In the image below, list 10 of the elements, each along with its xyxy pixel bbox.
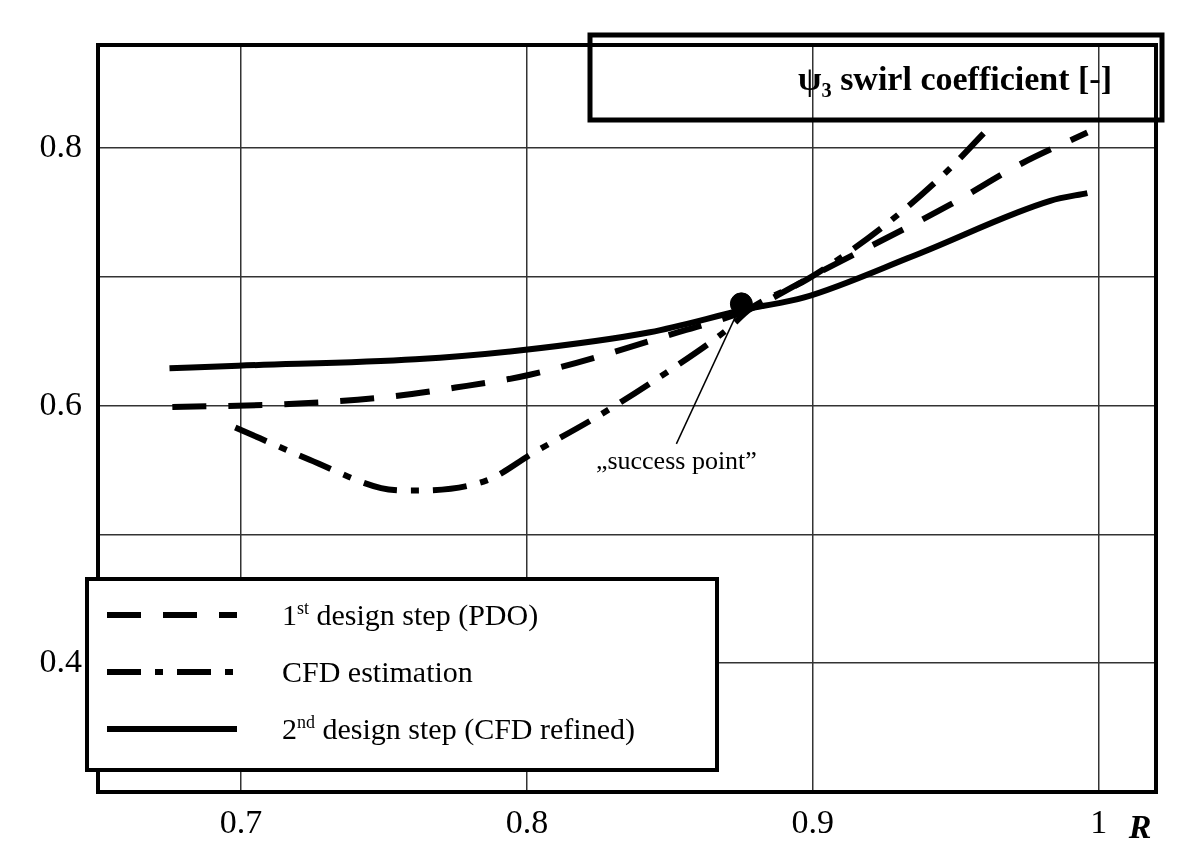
x-axis-title: R — [1127, 808, 1152, 845]
y-tick-label: 0.8 — [39, 126, 82, 164]
legend-label: CFD estimation — [282, 655, 473, 688]
x-tick-label: 1 — [1090, 803, 1108, 841]
x-tick-label: 0.7 — [219, 803, 263, 841]
x-tick-label: 0.8 — [505, 803, 549, 841]
annotation: „success point” — [595, 445, 757, 475]
x-tick-label: 0.9 — [791, 803, 835, 841]
y-tick-label: 0.6 — [39, 384, 82, 422]
y-tick-label: 0.4 — [39, 642, 82, 680]
